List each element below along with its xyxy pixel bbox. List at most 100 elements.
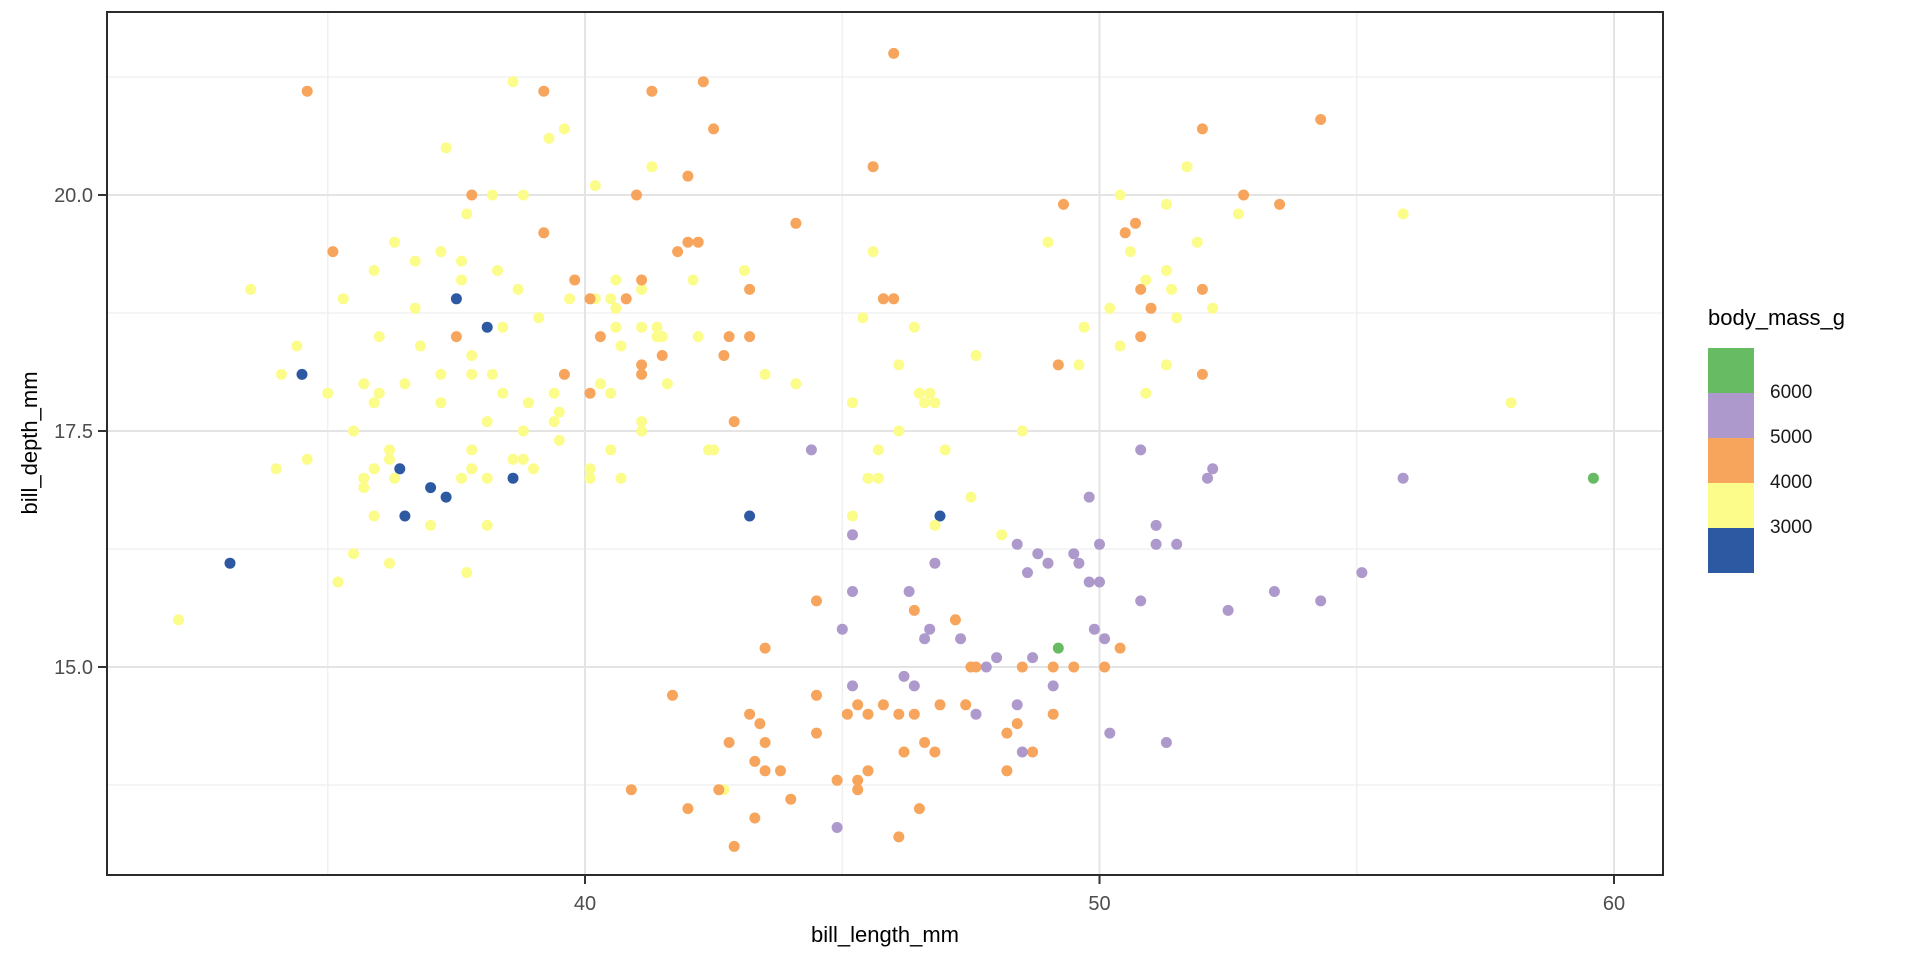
data-point [1088, 623, 1100, 635]
data-point [898, 746, 910, 758]
data-point [759, 737, 771, 748]
data-point [744, 708, 756, 720]
data-point [507, 472, 519, 484]
data-point [636, 416, 648, 428]
data-point [384, 444, 395, 456]
data-point [754, 718, 766, 730]
data-point [224, 557, 236, 569]
data-point [692, 236, 704, 248]
data-point [399, 510, 411, 522]
data-point [497, 387, 509, 399]
data-point [486, 189, 498, 201]
data-point [1124, 246, 1136, 258]
data-point [368, 463, 380, 475]
data-point [296, 368, 308, 380]
data-point [533, 312, 545, 324]
data-point [636, 274, 648, 286]
x-axis-title: bill_length_mm [811, 922, 959, 947]
data-point [615, 472, 627, 484]
data-point [888, 47, 900, 59]
data-point [270, 463, 282, 475]
data-point [517, 425, 529, 437]
data-point [1083, 576, 1095, 588]
data-point [1011, 699, 1023, 711]
data-point [996, 529, 1008, 541]
data-point [723, 331, 735, 343]
data-point [301, 85, 313, 97]
data-point [759, 765, 771, 777]
data-point [852, 774, 864, 786]
data-point [847, 510, 858, 522]
data-point [1166, 283, 1177, 295]
data-point [934, 510, 946, 522]
data-point [1001, 765, 1013, 777]
data-point [435, 397, 447, 409]
data-point [934, 699, 946, 711]
data-point [1135, 595, 1147, 607]
data-point [507, 453, 519, 465]
data-point [456, 255, 467, 267]
data-point [867, 246, 879, 258]
data-point [456, 472, 467, 484]
data-point [466, 189, 478, 201]
data-point [1181, 161, 1193, 173]
data-point [667, 689, 678, 701]
legend-swatch [1708, 438, 1754, 483]
data-point [682, 170, 694, 182]
data-point [1052, 359, 1064, 371]
data-point [970, 350, 982, 361]
data-point [1196, 368, 1208, 380]
data-point [970, 708, 982, 720]
data-point [481, 416, 493, 428]
data-point [929, 397, 941, 409]
data-point [929, 519, 941, 531]
data-point [636, 283, 648, 295]
data-point [512, 283, 524, 295]
data-point [713, 784, 725, 796]
data-point [548, 416, 560, 428]
data-point [646, 85, 658, 97]
data-point [1068, 661, 1080, 673]
data-point [991, 652, 1003, 664]
data-point [728, 840, 740, 852]
data-point [615, 340, 627, 352]
data-point [672, 246, 684, 258]
data-point [785, 793, 797, 805]
data-point [857, 312, 869, 324]
data-point [481, 472, 493, 484]
data-point [1058, 198, 1069, 210]
plot-panel [107, 12, 1663, 875]
data-point [528, 463, 539, 475]
data-point [450, 331, 462, 343]
y-tick-label: 20.0 [54, 185, 93, 207]
x-tick-label: 40 [574, 893, 596, 915]
data-point [610, 321, 622, 333]
data-point [358, 378, 370, 390]
data-point [908, 604, 920, 616]
data-point [1099, 661, 1111, 673]
data-point [1011, 718, 1023, 730]
data-point [466, 350, 478, 361]
data-point [594, 331, 606, 343]
data-point [584, 293, 596, 305]
data-point [908, 321, 920, 333]
data-point [584, 463, 596, 475]
data-point [450, 293, 462, 305]
data-point [939, 444, 951, 456]
data-point [1094, 576, 1105, 588]
data-point [924, 623, 936, 635]
data-point [847, 586, 858, 597]
data-point [749, 812, 761, 824]
data-point [759, 368, 771, 380]
data-point [636, 359, 648, 371]
data-point [327, 246, 339, 258]
data-point [538, 227, 550, 239]
data-point [1073, 359, 1085, 371]
data-point [903, 586, 915, 597]
data-point [1001, 727, 1013, 739]
data-point [656, 350, 668, 361]
data-point [682, 236, 694, 248]
data-point [558, 368, 570, 380]
data-point [744, 283, 756, 295]
